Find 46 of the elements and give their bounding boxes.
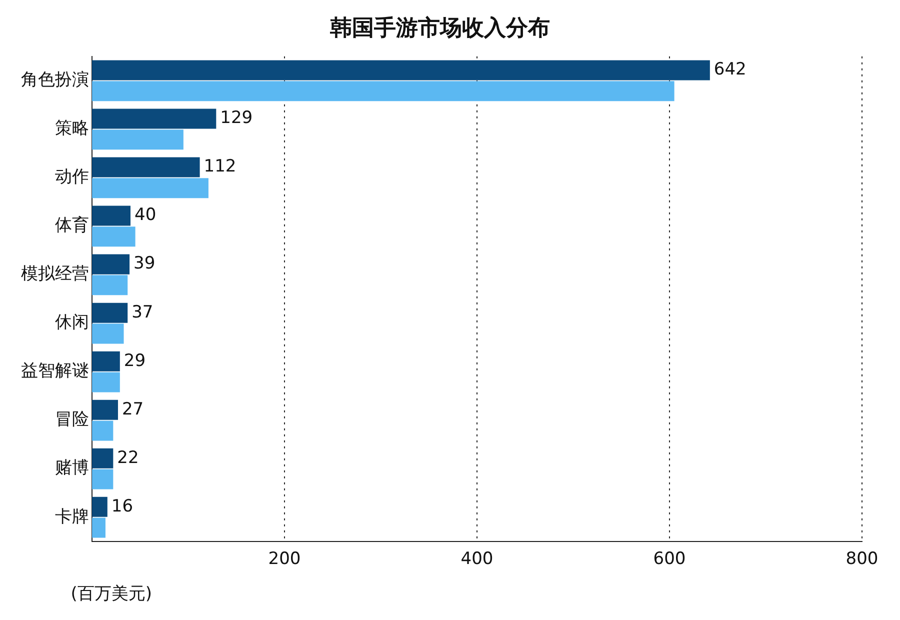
y-tick-label: 角色扮演: [21, 70, 89, 90]
data-label: 22: [117, 448, 139, 468]
data-label: 29: [124, 350, 146, 371]
x-tick-label: 800: [846, 549, 878, 570]
data-label: 37: [132, 302, 154, 322]
bar: [92, 226, 136, 247]
y-tick-label: 策略: [55, 118, 89, 139]
y-tick-label: 卡牌: [55, 506, 89, 527]
bar: [92, 206, 130, 226]
bar: [92, 448, 114, 468]
bar: [92, 518, 106, 538]
bar: [92, 178, 208, 198]
bar: [92, 60, 710, 80]
x-tick-label: 600: [653, 549, 686, 570]
x-tick-label: 400: [460, 549, 494, 570]
bar: [92, 496, 108, 517]
data-label: 39: [134, 254, 156, 274]
bar: [92, 302, 128, 323]
bar: [92, 324, 124, 344]
bar: [92, 254, 130, 274]
x-axis-title: (百万美元): [70, 584, 152, 604]
bar: [92, 81, 674, 102]
bar: [92, 420, 114, 441]
chart-title: 韩国手游市场收入分布: [329, 14, 550, 41]
bar: [92, 400, 118, 420]
bar: [92, 108, 216, 129]
y-tick-label: 益智解谜: [21, 361, 89, 382]
bar: [92, 372, 120, 392]
data-label: 129: [220, 108, 253, 128]
data-label: 112: [204, 156, 236, 177]
data-label: 40: [134, 205, 156, 226]
bar: [92, 130, 184, 150]
data-label: 642: [714, 60, 746, 80]
bar: [92, 469, 114, 490]
y-tick-label: 冒险: [55, 410, 89, 430]
y-tick-label: 模拟经营: [21, 264, 89, 284]
data-label: 27: [122, 399, 144, 420]
bar: [92, 157, 200, 178]
bar: [92, 275, 128, 296]
y-tick-label: 体育: [55, 216, 89, 236]
y-tick-label: 赌博: [55, 458, 89, 478]
y-tick-label: 休闲: [55, 312, 89, 333]
y-tick-label: 动作: [55, 167, 89, 188]
x-tick-label: 200: [268, 549, 301, 570]
data-label: 16: [111, 496, 134, 516]
bar: [92, 351, 120, 372]
